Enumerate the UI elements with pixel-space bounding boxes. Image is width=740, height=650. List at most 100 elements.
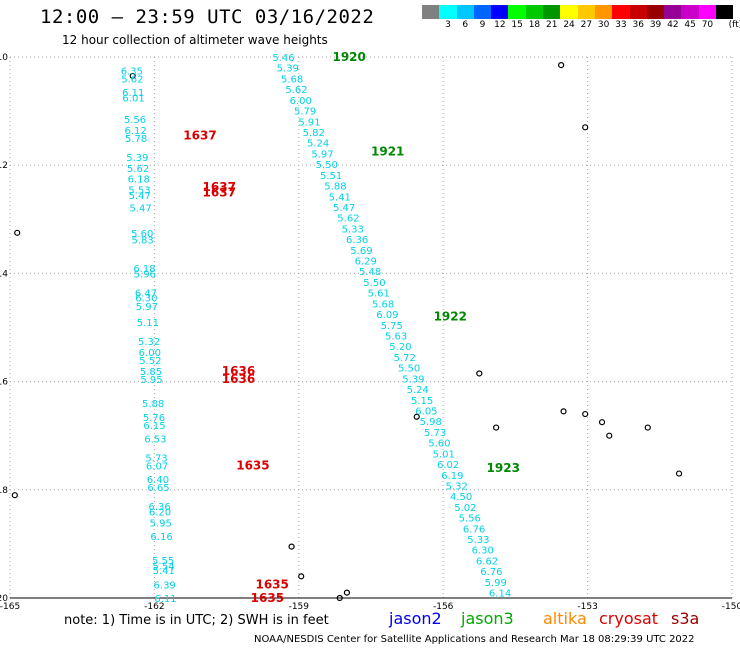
island-outline: [644, 424, 651, 431]
wave-height-value: 5.47: [333, 203, 355, 214]
satellite-legend-s3a: s3a: [671, 609, 700, 628]
island-outline: [129, 72, 136, 80]
colorbar-label: 3: [445, 20, 451, 30]
island-outline: [14, 229, 21, 236]
footer-credit: NOAA/NESDIS Center for Satellite Applica…: [254, 634, 695, 645]
colorbar-label: 70: [701, 20, 714, 30]
wave-height-value: 6.76: [463, 524, 485, 535]
wave-height-value: 6.01: [122, 94, 144, 105]
island-outline: [582, 124, 589, 131]
island-outline: [11, 492, 18, 499]
wave-height-value: 5.83: [131, 235, 153, 246]
colorbar-swatch: [525, 5, 544, 19]
island-outline: [298, 573, 305, 580]
map-subtitle: 12 hour collection of altimeter wave hei…: [62, 33, 328, 47]
wave-height-value: 5.02: [454, 503, 476, 514]
colorbar-swatch: [508, 5, 526, 19]
wave-height-value: 5.72: [394, 353, 416, 364]
wave-height-value: 5.97: [311, 149, 333, 160]
colorbar-label: 6: [462, 20, 469, 30]
wave-height-value: 5.41: [329, 192, 351, 203]
wave-height-value: 6.20: [149, 507, 171, 518]
wave-height-value: 5.78: [125, 134, 147, 145]
wave-height-value: 6.14: [489, 589, 511, 600]
island-outline: [558, 62, 565, 69]
colorbar-label: 12: [494, 20, 506, 30]
wave-height-value: 5.73: [145, 453, 167, 464]
pass-time-label: 1922: [434, 310, 467, 324]
pass-time-label: 1636: [222, 364, 255, 378]
lon-tick-label: -165: [0, 602, 20, 612]
wave-height-value: 5.68: [372, 299, 394, 310]
lat-tick-label: -20: [0, 594, 8, 604]
pass-time-label: 1635: [236, 458, 269, 472]
satellite-legend-altika: altika: [543, 609, 587, 628]
wave-height-value: 5.73: [424, 428, 446, 439]
pass-time-label: 1637: [203, 180, 236, 194]
wave-height-value: 5.39: [277, 64, 299, 75]
wave-height-value: 5.24: [307, 139, 329, 150]
colorbar-label: 24: [563, 20, 575, 30]
wave-height-value: 6.00: [290, 96, 312, 107]
wave-height-value: 5.50: [398, 364, 420, 375]
wave-height-value: 6.40: [147, 475, 169, 486]
wave-height-value: 5.95: [140, 375, 162, 386]
wave-height-value: 6.29: [355, 257, 377, 268]
wave-height-value: 5.98: [420, 417, 442, 428]
wave-height-value: 5.50: [316, 160, 338, 171]
colorbar-label: 39: [649, 20, 662, 30]
wave-height-value: 5.63: [385, 332, 407, 343]
wave-height-value: 5.56: [124, 115, 146, 126]
wave-height-value: 5.50: [363, 278, 385, 289]
wave-height-value: 5.39: [402, 374, 424, 385]
wave-height-value: 6.11: [122, 88, 144, 99]
wave-height-value: 6.18: [128, 175, 150, 186]
pass-time-label: 1636: [222, 372, 255, 386]
lon-tick-label: -150: [722, 602, 740, 612]
wave-height-value: 5.39: [126, 153, 148, 164]
wave-height-value: 6.00: [139, 348, 161, 359]
lat-tick-label: -12: [0, 161, 8, 171]
pass-time-label: 1637: [203, 185, 236, 199]
colorbar-swatch: [422, 5, 440, 19]
wave-height-value: 5.32: [138, 337, 160, 348]
colorbar-swatch: [698, 5, 717, 19]
wave-height-value: 5.11: [137, 318, 159, 329]
colorbar-swatch: [664, 5, 682, 19]
wave-height-value: 5.82: [303, 128, 325, 139]
wave-height-value: 5.01: [433, 449, 455, 460]
wave-height-value: 6.65: [147, 483, 169, 494]
wave-height-value: 5.33: [342, 224, 364, 235]
wave-height-colorbar: [422, 5, 734, 19]
wave-height-value: 6.19: [441, 471, 463, 482]
pass-time-label: 1921: [371, 145, 404, 159]
wave-height-value: 6.16: [150, 532, 172, 543]
colorbar-swatch: [681, 5, 699, 19]
wave-height-value: 5.97: [136, 302, 158, 313]
colorbar-label: 45: [684, 20, 696, 30]
wave-height-value: 5.68: [281, 74, 303, 85]
wave-height-value: 6.30: [472, 546, 494, 557]
colorbar-unit: (ft): [728, 20, 740, 30]
island-outline: [476, 370, 483, 377]
satellite-legend-cryosat: cryosat: [599, 609, 659, 628]
lon-tick-label: -162: [144, 602, 164, 612]
wave-height-value: 5.88: [142, 399, 164, 410]
wave-height-value: 5.62: [337, 214, 359, 225]
wave-height-value: 6.02: [437, 460, 459, 471]
lat-tick-label: -10: [0, 53, 8, 63]
wave-height-value: 5.51: [320, 171, 342, 182]
wave-height-value: 6.12: [125, 126, 147, 137]
wave-height-value: 4.50: [450, 492, 472, 503]
wave-height-value: 5.60: [428, 439, 450, 450]
wave-height-value: 6.36: [346, 235, 368, 246]
colorbar-swatch: [439, 5, 457, 19]
island-outline: [336, 594, 343, 602]
wave-height-value: 5.54: [152, 562, 174, 573]
wave-height-value: 6.09: [376, 310, 398, 321]
wave-height-value: 5.53: [128, 186, 150, 197]
wave-height-value: 5.15: [411, 396, 433, 407]
wave-height-value: 5.79: [294, 107, 316, 118]
colorbar-label: 21: [546, 20, 558, 30]
island-outline: [413, 413, 420, 420]
